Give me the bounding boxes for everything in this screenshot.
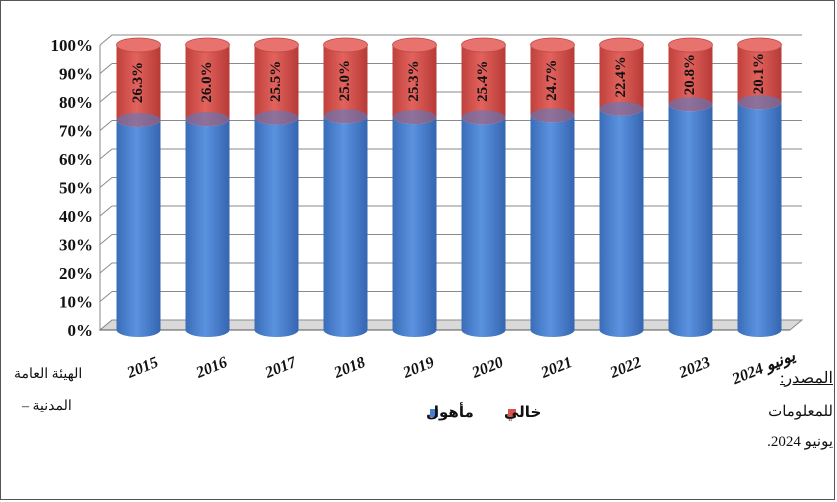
x-tick-label: 2021 [538, 354, 575, 382]
bar-top-cap [323, 37, 368, 53]
data-label: 26.0% [199, 61, 215, 102]
data-label: 24.7% [544, 60, 560, 101]
bar-segment-vacant [668, 45, 713, 112]
bar-segment-occupied [323, 116, 368, 338]
legend-label: مأهول [426, 402, 474, 421]
gridline-connector [99, 177, 113, 188]
y-tick-label: 20% [59, 264, 93, 283]
data-label: 25.3% [406, 60, 422, 101]
source-line-1: للمعلومات [768, 404, 833, 420]
bar-segment-vacant [254, 45, 299, 125]
data-label: 26.3% [130, 62, 146, 103]
x-tick-label: 2015 [124, 354, 161, 382]
bar-segment-boundary [461, 110, 506, 125]
gridline-connector [99, 234, 113, 245]
bar-top-cap [254, 37, 299, 53]
y-tick-label: 90% [59, 65, 93, 84]
y-tick-label: 30% [59, 236, 93, 255]
bar-top-cap [668, 37, 713, 53]
bar-segment-occupied [392, 117, 437, 338]
data-label: 20.1% [751, 53, 767, 94]
bar-segment-boundary [323, 109, 368, 124]
data-label: 22.4% [613, 56, 629, 97]
data-label: 25.0% [337, 60, 353, 101]
data-label: 25.5% [268, 61, 284, 102]
bar-segment-occupied [185, 119, 230, 338]
x-tick-label: 2022 [607, 354, 644, 382]
gridline-connector [99, 262, 113, 274]
bar-segment-boundary [668, 97, 713, 112]
bar-segment-vacant [116, 45, 161, 127]
x-tick-label: 2023 [676, 354, 713, 382]
y-tick-label: 50% [59, 179, 93, 198]
bar-segment-boundary [737, 95, 782, 110]
gridline-connector [99, 34, 113, 46]
gridline-connector [99, 148, 113, 160]
y-tick-label: 10% [59, 293, 93, 312]
bar-top-cap [737, 37, 782, 53]
x-tick-label: 2016 [193, 354, 230, 382]
bar-segment-boundary [599, 101, 644, 116]
bar-segment-vacant [530, 45, 575, 123]
bar-segment-occupied [254, 117, 299, 338]
y-tick-label: 100% [51, 36, 94, 55]
bar-top-cap [530, 37, 575, 53]
gridline-connector [99, 120, 113, 131]
bar-top-cap [461, 37, 506, 53]
legend-label: خالي [504, 403, 541, 421]
data-label: 20.8% [682, 54, 698, 95]
bar-segment-vacant [599, 45, 644, 116]
bar-segment-boundary [254, 110, 299, 125]
bar-segment-boundary [116, 112, 161, 127]
bar-segment-vacant [737, 45, 782, 110]
gridline-connector [99, 91, 113, 103]
bar-segment-boundary [185, 112, 230, 127]
bar-segment-vacant [461, 45, 506, 125]
gridline-connector [99, 291, 113, 302]
bar-segment-occupied [668, 104, 713, 338]
bar-segment-occupied [737, 102, 782, 338]
source-line-2: يونيو 2024. [767, 434, 833, 450]
data-label: 25.4% [475, 61, 491, 102]
bar-segment-boundary [392, 110, 437, 125]
y-tick-label: 40% [59, 207, 93, 226]
source-label: المصدر: [779, 370, 833, 387]
gridline-connector [99, 63, 113, 74]
gridline-connector [99, 205, 113, 217]
x-tick-label: 2019 [400, 354, 437, 382]
bar-top-cap [185, 37, 230, 53]
bar-segment-vacant [185, 45, 230, 127]
bar-segment-occupied [116, 119, 161, 338]
y-tick-label: 60% [59, 150, 93, 169]
bar-segment-vacant [392, 45, 437, 125]
bar-top-cap [392, 37, 437, 53]
bar-segment-occupied [461, 117, 506, 338]
y-tick-label: 0% [68, 321, 94, 340]
x-tick-label: 2020 [469, 354, 506, 382]
y-tick-label: 70% [59, 122, 93, 141]
bar-top-cap [116, 37, 161, 53]
bar-segment-occupied [530, 115, 575, 338]
left-note-line-2: المدنية – [22, 399, 72, 414]
x-tick-label: 2017 [262, 354, 300, 382]
legend-swatch [508, 409, 516, 417]
y-tick-label: 80% [59, 93, 93, 112]
bar-segment-occupied [599, 108, 644, 338]
left-note-line-1: الهيئة العامة [14, 367, 83, 382]
bar-segment-boundary [530, 108, 575, 123]
bar-top-cap [599, 37, 644, 53]
bar-segment-vacant [323, 45, 368, 124]
x-tick-label: 2018 [331, 354, 368, 382]
legend-swatch [430, 409, 438, 417]
